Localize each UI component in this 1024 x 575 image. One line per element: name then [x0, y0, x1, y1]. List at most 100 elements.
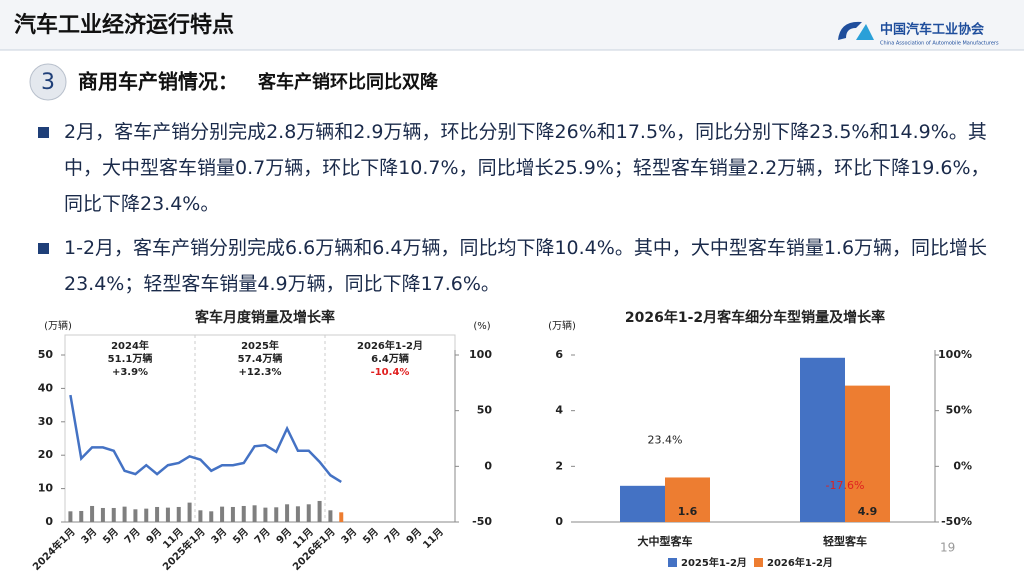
y-tick-label: 4 — [555, 404, 563, 417]
x-tick-label: 5月 — [361, 526, 381, 546]
x-tick-label: 5月 — [101, 526, 121, 546]
bullet-text: 1-2月，客车产销分别完成6.6万辆和6.4万辆，同比均下降10.4%。其中，大… — [64, 237, 988, 295]
legend-swatch — [668, 558, 677, 567]
bar — [252, 505, 257, 522]
bar — [90, 505, 95, 522]
y2-tick-label: 50 — [477, 404, 493, 417]
bar — [144, 508, 149, 522]
bar — [285, 504, 290, 522]
y-tick-label: 20 — [38, 448, 54, 461]
y2-tick-label: 100% — [938, 348, 972, 361]
page-number: 19 — [940, 541, 955, 555]
annotation-total: 51.1万辆 — [108, 352, 153, 365]
y2-tick-label: 50% — [946, 404, 972, 417]
x-tick-label: 3月 — [339, 526, 359, 546]
growth-label: 23.4% — [648, 433, 683, 446]
annotation-period: 2026年1-2月 — [357, 339, 423, 352]
section-number: 3 — [41, 70, 55, 95]
bar — [339, 512, 344, 522]
x-tick-label: 3月 — [209, 526, 229, 546]
bar — [133, 509, 138, 522]
bar — [220, 506, 225, 522]
y-tick-label: 0 — [45, 515, 53, 528]
bar — [241, 505, 246, 522]
bar — [328, 510, 333, 522]
annotation-period: 2024年 — [111, 339, 149, 352]
y-tick-label: 30 — [38, 415, 54, 428]
annotation-growth: +3.9% — [112, 367, 148, 378]
bar — [68, 511, 73, 522]
bar — [274, 507, 279, 522]
y-axis-label: (万辆) — [44, 319, 72, 332]
bar — [198, 510, 203, 522]
x-tick-label: 5月 — [231, 526, 251, 546]
bullet-marker — [38, 127, 49, 138]
chart-title: 客车月度销量及增长率 — [194, 309, 335, 326]
y-tick-label: 2 — [555, 459, 563, 472]
bar — [800, 357, 845, 522]
bullet-marker — [38, 243, 49, 254]
y-tick-label: 10 — [38, 482, 54, 495]
header-title: 汽车工业经济运行特点 — [14, 12, 234, 38]
bar — [165, 507, 170, 522]
annotation-total: 6.4万辆 — [371, 352, 409, 365]
y2-tick-label: -50 — [472, 515, 492, 528]
legend-label: 2025年1-2月 — [681, 556, 747, 569]
bar — [845, 385, 890, 522]
section-title: 商用车产销情况： — [78, 70, 238, 94]
legend-label: 2026年1-2月 — [767, 556, 833, 569]
bar — [230, 506, 235, 522]
annotation-growth: -10.4% — [371, 367, 410, 378]
bar — [122, 506, 127, 522]
x-tick-label: 7月 — [122, 526, 142, 546]
x-tick-label: 7月 — [382, 526, 402, 546]
chart-title: 2026年1-2月客车细分车型销量及增长率 — [625, 309, 885, 326]
bar — [263, 507, 268, 522]
bar — [79, 510, 84, 522]
legend-swatch — [754, 558, 763, 567]
y2-tick-label: 0% — [953, 459, 972, 472]
bar — [620, 485, 665, 522]
y-tick-label: 50 — [38, 348, 54, 361]
y2-tick-label: 0 — [484, 459, 492, 472]
growth-line — [69, 394, 342, 483]
bullet: 1-2月，客车产销分别完成6.6万辆和6.4万辆，同比均下降10.4%。其中，大… — [38, 230, 1004, 302]
x-tick-label: 大中型客车 — [638, 534, 693, 548]
y2-tick-label: -50% — [941, 515, 972, 528]
y2-tick-label: 100 — [469, 348, 492, 361]
bar-label: 4.9 — [858, 505, 878, 518]
bar — [317, 500, 322, 522]
bullet-text: 2月，客车产销分别完成2.8万辆和2.9万辆，环比分别下降26%和17.5%，同… — [64, 121, 990, 215]
logo-en: China Association of Automobile Manufact… — [880, 41, 999, 47]
bar-label: 1.6 — [678, 505, 698, 518]
bar — [295, 506, 300, 522]
x-tick-label: 3月 — [79, 526, 99, 546]
growth-label: -17.6% — [826, 479, 865, 492]
x-tick-label: 轻型客车 — [823, 534, 867, 548]
y-tick-label: 0 — [555, 515, 563, 528]
y-axis-label: (万辆) — [548, 319, 576, 332]
y-tick-label: 6 — [555, 348, 563, 361]
section-subtitle: 客车产销环比同比双降 — [258, 71, 439, 93]
bullet: 2月，客车产销分别完成2.8万辆和2.9万辆，环比分别下降26%和17.5%，同… — [38, 114, 1004, 222]
y2-axis-label: (%) — [473, 321, 490, 332]
annotation-growth: +12.3% — [238, 367, 281, 378]
bar — [665, 477, 710, 522]
x-tick-label: 2024年1月 — [30, 525, 78, 573]
y-tick-label: 40 — [38, 381, 54, 394]
bar — [155, 506, 160, 522]
bar — [187, 502, 192, 522]
bar — [306, 504, 311, 522]
logo-mark — [856, 24, 874, 40]
bar — [111, 507, 116, 522]
bar — [176, 506, 181, 522]
bar — [100, 507, 105, 522]
logo-cn: 中国汽车工业协会 — [880, 22, 985, 38]
annotation-total: 57.4万辆 — [238, 352, 283, 365]
annotation-period: 2025年 — [241, 339, 279, 352]
section-badge — [29, 63, 67, 101]
x-tick-label: 7月 — [252, 526, 272, 546]
bar — [209, 511, 214, 522]
